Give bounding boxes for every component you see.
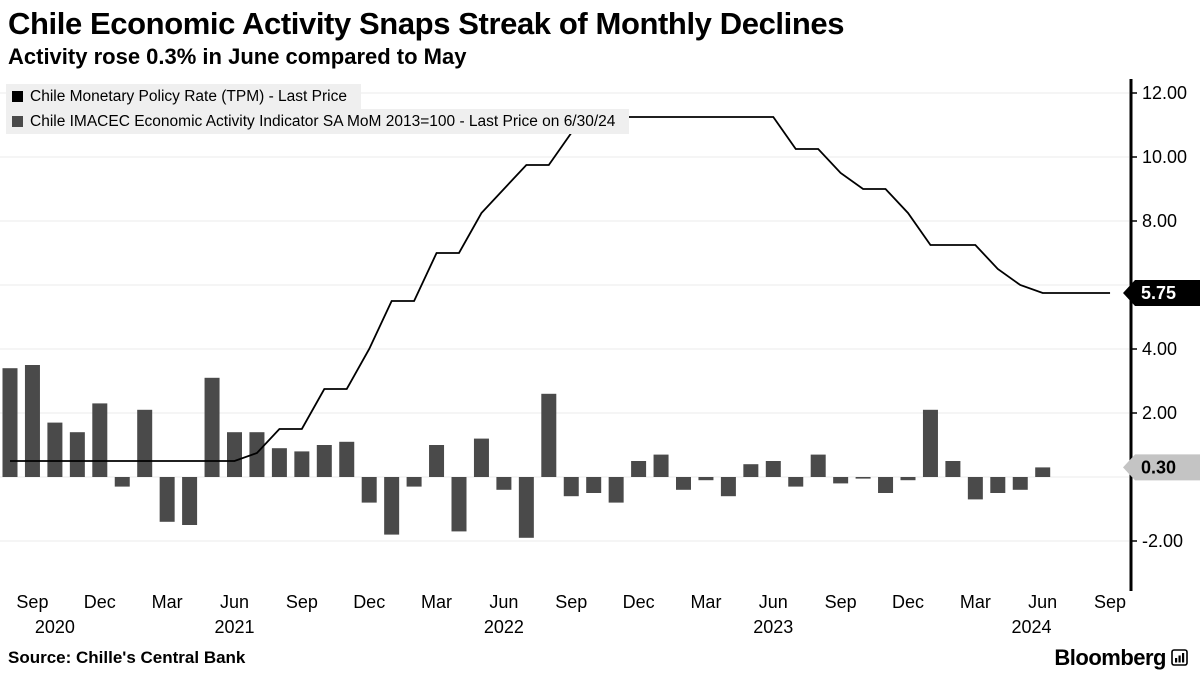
svg-text:10.00: 10.00 bbox=[1142, 147, 1187, 167]
svg-text:2.00: 2.00 bbox=[1142, 403, 1177, 423]
chart-legend: Chile Monetary Policy Rate (TPM) - Last … bbox=[6, 84, 630, 134]
svg-text:0.30: 0.30 bbox=[1141, 457, 1176, 477]
svg-text:4.00: 4.00 bbox=[1142, 339, 1177, 359]
svg-text:2023: 2023 bbox=[753, 617, 793, 637]
svg-text:Dec: Dec bbox=[623, 592, 655, 612]
svg-text:Dec: Dec bbox=[84, 592, 116, 612]
svg-text:Sep: Sep bbox=[555, 592, 587, 612]
svg-text:Mar: Mar bbox=[960, 592, 991, 612]
tpm-line bbox=[10, 116, 1111, 462]
svg-text:12.00: 12.00 bbox=[1142, 83, 1187, 103]
imacec-series-swatch-icon bbox=[12, 116, 23, 127]
svg-text:Jun: Jun bbox=[489, 592, 518, 612]
svg-text:2024: 2024 bbox=[1011, 617, 1051, 637]
chart-area: 12.00 10.00 8.00 4.00 2.00 -2.00 Sep Dec Mar Jun S… bbox=[0, 72, 1200, 644]
page-subtitle: Activity rose 0.3% in June compared to M… bbox=[8, 44, 467, 69]
svg-text:5.75: 5.75 bbox=[1141, 283, 1176, 303]
svg-text:Sep: Sep bbox=[825, 592, 857, 612]
svg-text:2021: 2021 bbox=[214, 617, 254, 637]
legend-item-tpm: Chile Monetary Policy Rate (TPM) - Last … bbox=[6, 84, 361, 109]
svg-text:Dec: Dec bbox=[353, 592, 385, 612]
bloomberg-logo: Bloomberg bbox=[1054, 645, 1188, 671]
bloomberg-wordmark: Bloomberg bbox=[1054, 644, 1166, 670]
page-title: Chile Economic Activity Snaps Streak of … bbox=[8, 6, 845, 41]
svg-text:Sep: Sep bbox=[286, 592, 318, 612]
imacec-bars bbox=[2, 365, 1051, 538]
source-text: Source: Chille's Central Bank bbox=[8, 647, 246, 667]
y-axis-labels: 12.00 10.00 8.00 4.00 2.00 -2.00 bbox=[1131, 83, 1187, 551]
tpm-series-swatch-icon bbox=[12, 91, 23, 102]
last-price-badges: 5.75 0.30 bbox=[1123, 280, 1200, 481]
x-axis-labels: Sep Dec Mar Jun Sep Dec Mar Jun Sep Dec Mar Jun Sep D… bbox=[16, 592, 1126, 637]
legend-label-imacec: Chile IMACEC Economic Activity Indicator… bbox=[30, 113, 616, 130]
svg-text:Mar: Mar bbox=[152, 592, 183, 612]
svg-text:Jun: Jun bbox=[759, 592, 788, 612]
svg-text:Sep: Sep bbox=[1094, 592, 1126, 612]
svg-text:8.00: 8.00 bbox=[1142, 211, 1177, 231]
svg-text:Mar: Mar bbox=[421, 592, 452, 612]
svg-text:Jun: Jun bbox=[220, 592, 249, 612]
svg-text:Dec: Dec bbox=[892, 592, 924, 612]
legend-label-tpm: Chile Monetary Policy Rate (TPM) - Last … bbox=[30, 88, 347, 105]
svg-text:-2.00: -2.00 bbox=[1142, 531, 1183, 551]
svg-text:Mar: Mar bbox=[690, 592, 721, 612]
svg-text:Jun: Jun bbox=[1028, 592, 1057, 612]
svg-text:2020: 2020 bbox=[35, 617, 75, 637]
legend-item-imacec: Chile IMACEC Economic Activity Indicator… bbox=[6, 109, 630, 134]
svg-text:Sep: Sep bbox=[16, 592, 48, 612]
svg-text:2022: 2022 bbox=[484, 617, 524, 637]
footer: Source: Chille's Central Bank Bloomberg bbox=[0, 644, 1200, 675]
bloomberg-terminal-icon bbox=[1171, 649, 1188, 666]
